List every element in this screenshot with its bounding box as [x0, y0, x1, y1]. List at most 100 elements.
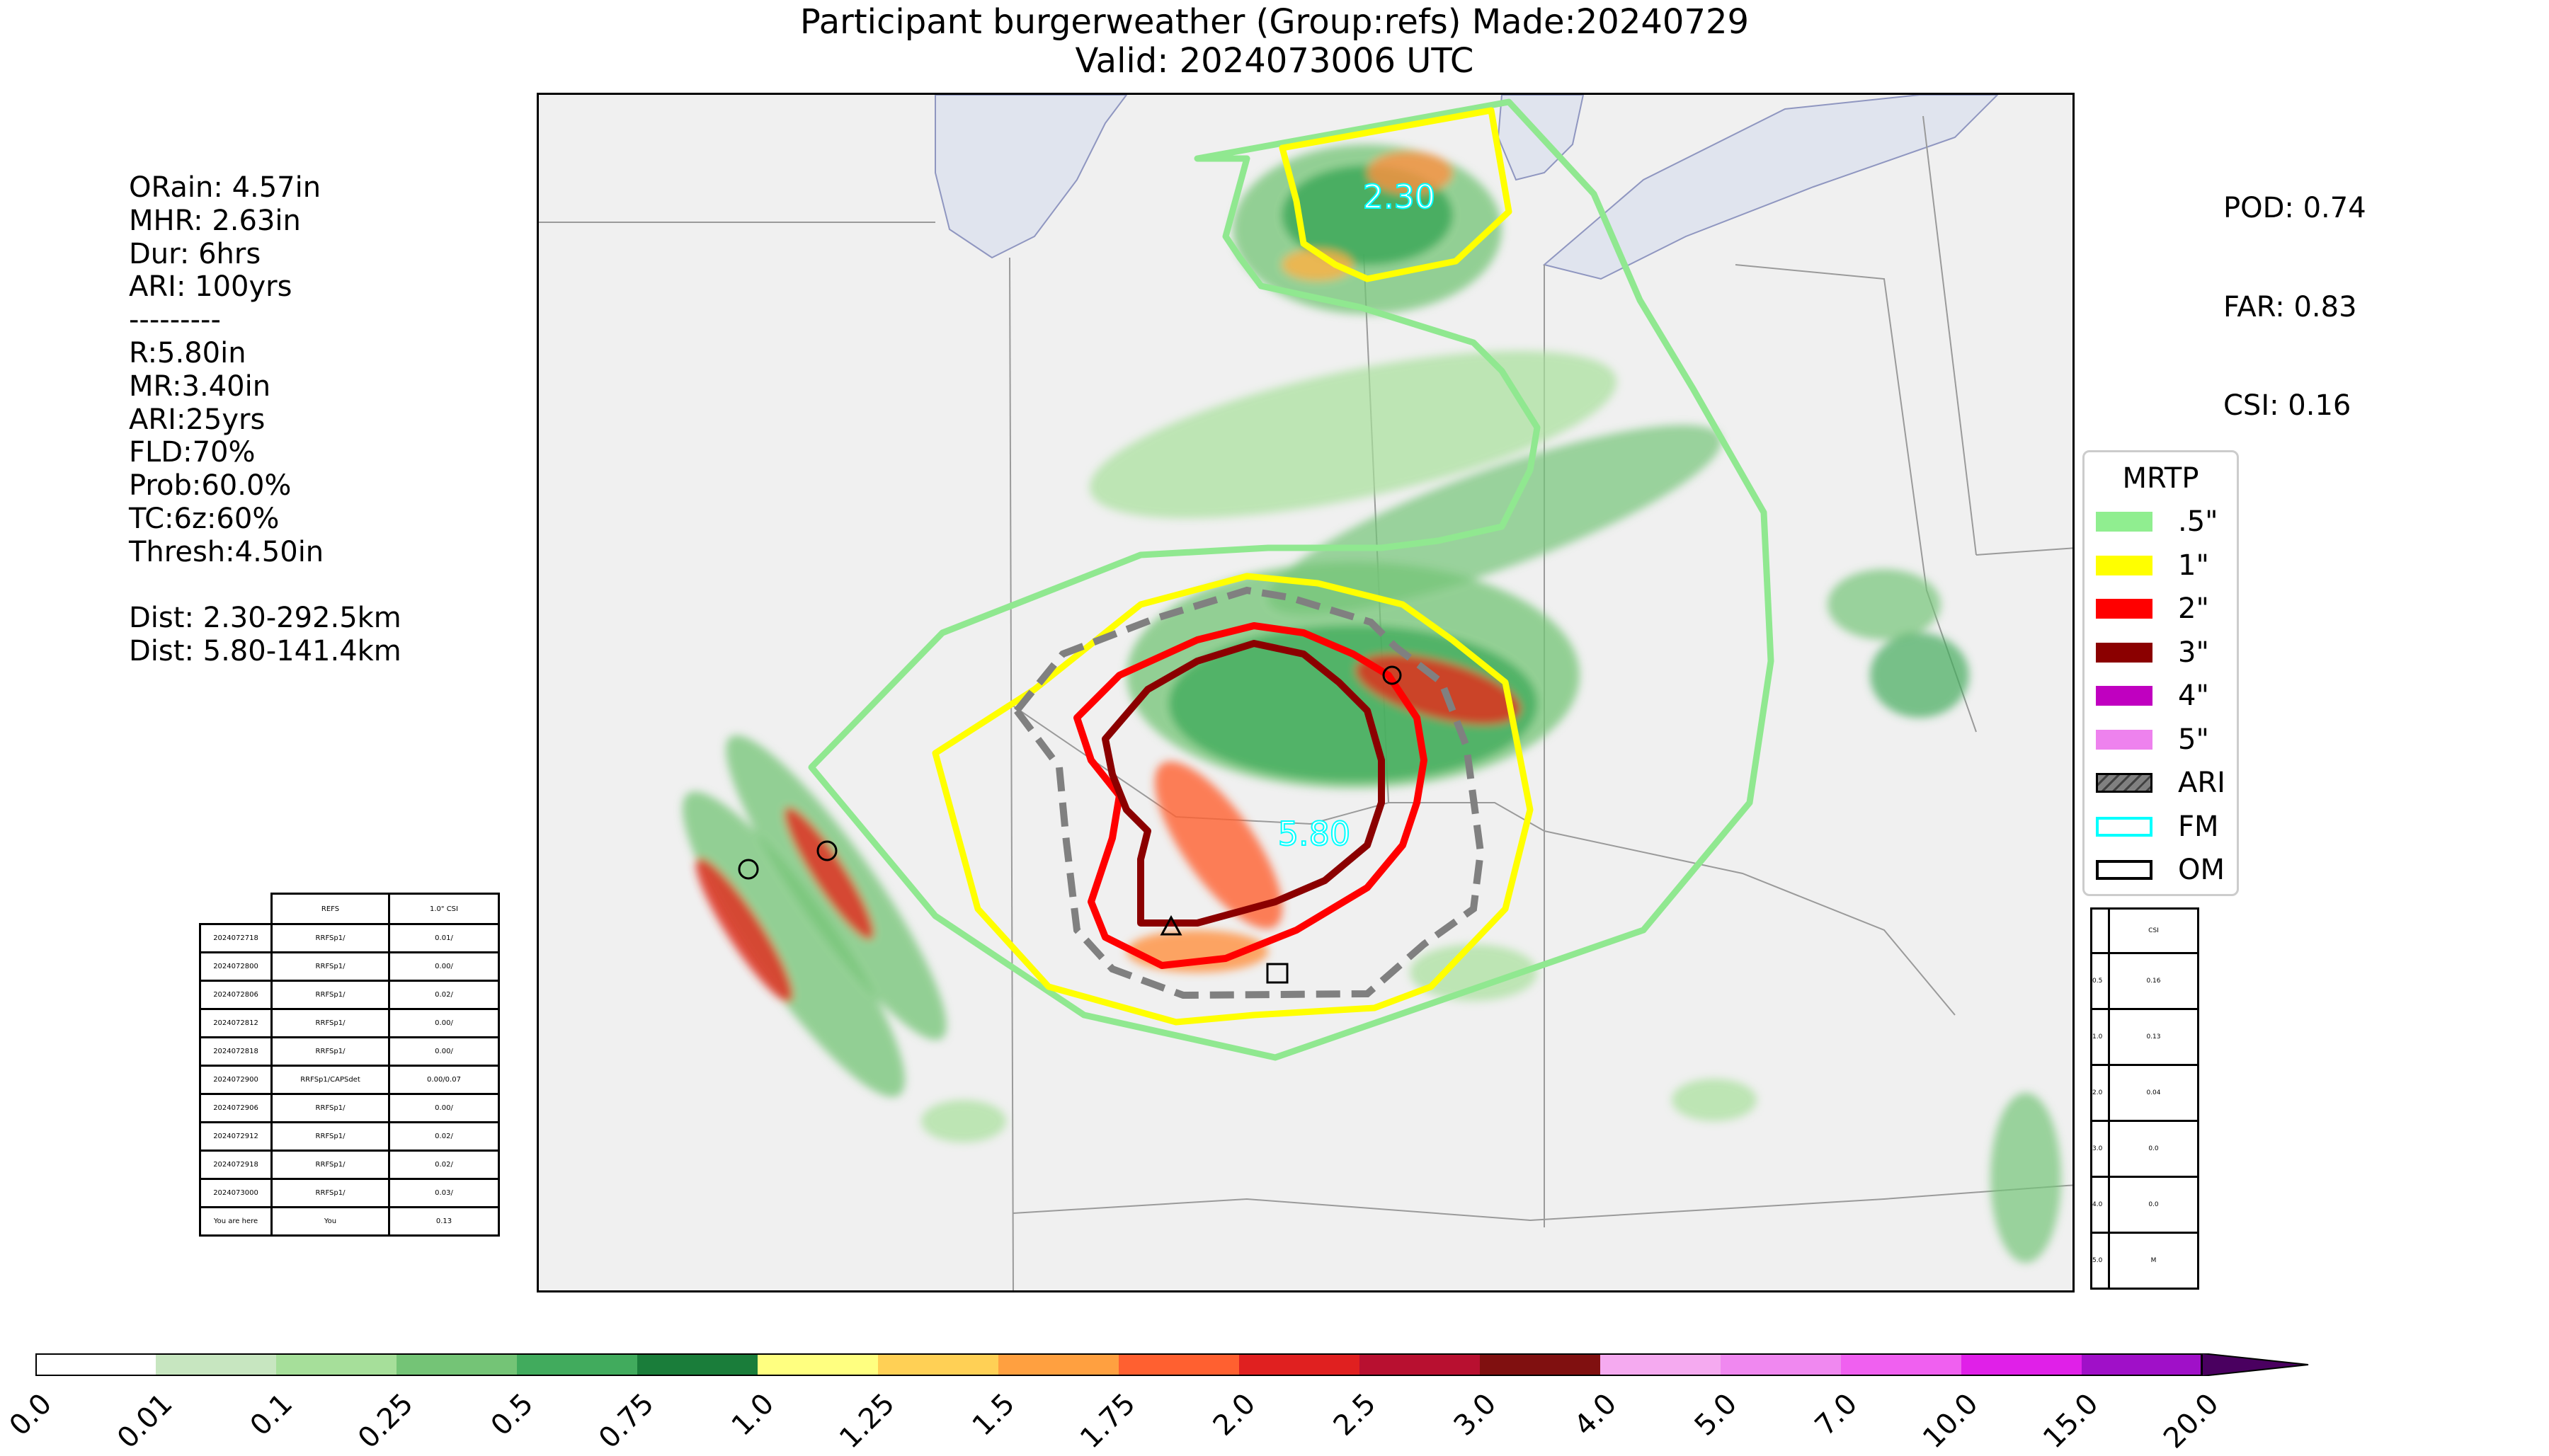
stats-line: ARI:25yrs	[129, 403, 266, 436]
table-row: 2.0 0.04	[2090, 1064, 2199, 1122]
table-row: 1.0 0.13	[2090, 1008, 2199, 1066]
table-cell: 2024072906	[199, 1093, 273, 1123]
table-cell: 0.13	[388, 1206, 500, 1237]
table-cell: RRFSp1/	[270, 1178, 390, 1208]
colorbar-tick-label: 0.1	[244, 1387, 300, 1443]
stats-line: Thresh:4.50in	[129, 535, 324, 568]
stats-line: FLD:70%	[129, 436, 256, 469]
legend-item: ARI	[2096, 767, 2230, 799]
om-circle-3	[1382, 665, 1402, 685]
table-cell: RRFSp1/	[270, 1093, 390, 1123]
legend-swatch	[2096, 642, 2152, 663]
ari-contour	[1012, 586, 1485, 999]
colorbar-tick-label: 2.0	[1207, 1387, 1262, 1443]
contour-0-5-north	[808, 98, 1774, 1061]
stats-line: ARI: 100yrs	[129, 270, 292, 304]
legend-item: FM	[2096, 810, 2230, 843]
table-cell: 0.13	[2108, 1008, 2199, 1066]
far-score: FAR: 0.83	[2223, 290, 2357, 323]
colorbar-segment	[397, 1353, 517, 1376]
table-row: 2024072812 RRFSp1/0.00/	[199, 1008, 500, 1038]
table-cell: 5.0	[2090, 1232, 2110, 1290]
table-cell: RRFSp1/	[270, 1121, 390, 1152]
history-csi-table: REFS 1.0" CSI 2024072718 RRFSp1/0.01/202407…	[199, 893, 500, 1237]
table-cell: 2024073000	[199, 1178, 273, 1208]
stats-line: ORain: 4.57in	[129, 171, 321, 204]
table-cell: 2024072718	[199, 923, 273, 953]
colorbar-tick-label: 7.0	[1809, 1387, 1864, 1443]
colorbar-segment	[1359, 1353, 1480, 1376]
legend-label: 1"	[2178, 549, 2209, 582]
colorbar-tick-label: 15.0	[2037, 1387, 2105, 1455]
table-cell: 3.0	[2090, 1120, 2110, 1178]
table-cell: RRFSp1/	[270, 1036, 390, 1067]
table-cell: You are here	[199, 1206, 273, 1237]
qpf-field	[682, 144, 2061, 1263]
legend-title: MRTP	[2122, 462, 2199, 495]
colorbar-tick-label: 0.75	[593, 1387, 661, 1455]
colorbar-segment	[156, 1353, 276, 1376]
table-row: 2024072906 RRFSp1/0.00/	[199, 1093, 500, 1123]
table-row: 2024072918 RRFSp1/0.02/	[199, 1150, 500, 1180]
stats-line: MR:3.40in	[129, 369, 271, 403]
legend-item: OM	[2096, 854, 2230, 886]
table-cell: 0.00/	[388, 951, 500, 982]
contour-3-south	[1102, 640, 1385, 927]
colorbar-segment	[1600, 1353, 1721, 1376]
max-label-north: 2.30	[1363, 178, 1435, 216]
contours-one-inch	[932, 107, 1534, 1026]
table-row: 3.0 0.0	[2090, 1120, 2199, 1178]
table-cell: 0.5	[2090, 952, 2110, 1010]
colorbar-tick-label: 0.5	[485, 1387, 540, 1443]
state-borders	[539, 115, 2072, 1290]
table-cell: CSI	[2108, 907, 2199, 954]
table-row: CSI	[2090, 907, 2199, 954]
colorbar-tick-label: 4.0	[1568, 1387, 1624, 1443]
table-cell: 0.04	[2108, 1064, 2199, 1122]
contours-two-inch	[1073, 622, 1427, 969]
stats-line: R:5.80in	[129, 336, 246, 369]
stats-line: ---------	[129, 304, 221, 337]
legend-swatch	[2096, 555, 2152, 575]
table-row: 2024072718 RRFSp1/0.01/	[199, 923, 500, 953]
precipitation-map: 2.30 5.80	[537, 93, 2075, 1292]
colorbar-outline	[35, 1353, 2202, 1376]
table-cell: 1.0	[2090, 1008, 2110, 1066]
colorbar-segment	[878, 1353, 998, 1376]
om-markers	[738, 665, 1402, 984]
colorbar-tick-label: 1.5	[966, 1387, 1022, 1443]
colorbar-segment	[1119, 1353, 1239, 1376]
table-cell: RRFSp1/	[270, 1008, 390, 1038]
colorbar-segment	[276, 1353, 397, 1376]
colorbar-tick-label: 2.5	[1328, 1387, 1383, 1443]
legend-swatch	[2096, 686, 2152, 706]
precip-colorbar	[35, 1352, 2322, 1377]
csi-score: CSI: 0.16	[2223, 389, 2351, 422]
legend-swatch	[2096, 816, 2152, 837]
table-row: 2024072806 RRFSp1/0.02/	[199, 980, 500, 1010]
table-cell: RRFSp1/	[270, 980, 390, 1010]
plot-title-line2: Valid: 2024073006 UTC	[1075, 41, 1474, 81]
table-cell: 0.02/	[388, 1150, 500, 1180]
contours-three-inch	[1102, 640, 1385, 927]
om-circle-2	[816, 840, 838, 861]
table-cell: You	[270, 1206, 390, 1237]
legend-swatch	[2096, 512, 2152, 532]
colorbar-tick-label: 20.0	[2157, 1387, 2225, 1455]
colorbar-segment	[1961, 1353, 2082, 1376]
contours-half-inch	[808, 98, 1774, 1061]
colorbar-svg	[35, 1352, 2309, 1377]
table-cell: 0.00/	[388, 1093, 500, 1123]
legend-label: FM	[2178, 810, 2219, 843]
legend-label: 3"	[2178, 636, 2209, 669]
table-cell: M	[2108, 1232, 2199, 1290]
verification-scores: POD: 0.74 FAR: 0.83 CSI: 0.16	[2223, 126, 2366, 455]
table-row: 2024072912 RRFSp1/0.02/	[199, 1121, 500, 1152]
table-cell: 0.01/	[388, 923, 500, 953]
om-circle-1	[738, 859, 759, 880]
legend-item: 2"	[2096, 592, 2230, 625]
colorbar-segment	[517, 1353, 637, 1376]
contour-2-south	[1073, 622, 1427, 969]
table-cell: 0.02/	[388, 980, 500, 1010]
table-cell: 0.03/	[388, 1178, 500, 1208]
